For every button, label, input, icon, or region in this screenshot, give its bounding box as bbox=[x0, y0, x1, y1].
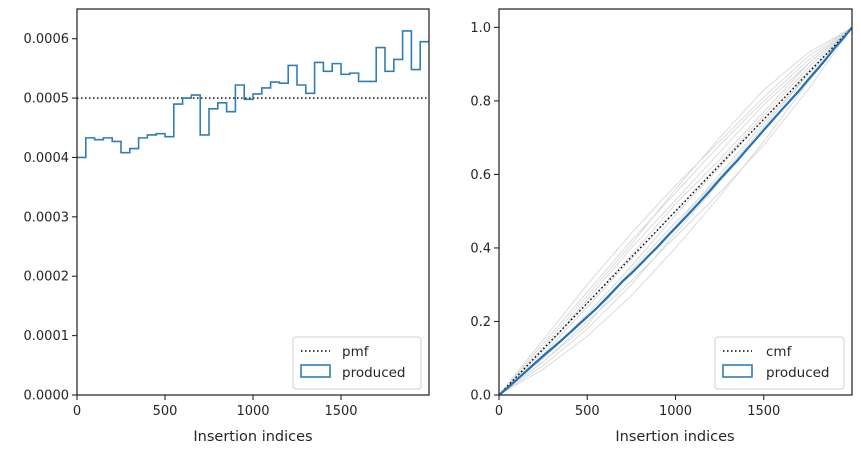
y-tick-label: 0.0 bbox=[470, 389, 491, 404]
pmf-chart: 0 500 1000 1500 0.0000 0.0001 0.0002 0.0003 0.00… bbox=[24, 8, 430, 445]
y-tick-label: 0.8 bbox=[470, 94, 491, 109]
cmf-reference-line bbox=[498, 26, 853, 396]
x-tick-label: 500 bbox=[153, 404, 178, 419]
right-legend-produced-swatch bbox=[722, 364, 753, 378]
y-tick-label: 0.0000 bbox=[24, 389, 70, 404]
left-plot-frame bbox=[76, 8, 430, 396]
x-tick-label: 0 bbox=[495, 404, 503, 419]
left-legend: pmf produced bbox=[292, 336, 422, 390]
y-tick-label: 0.0003 bbox=[24, 210, 70, 225]
left-ticks: 0 500 1000 1500 0.0000 0.0001 0.0002 0.0003 0.00… bbox=[24, 32, 358, 419]
produced-step-line bbox=[77, 30, 429, 159]
y-tick-label: 0.6 bbox=[470, 168, 491, 183]
left-legend-produced-label: produced bbox=[342, 365, 406, 381]
right-legend: cmf produced bbox=[714, 336, 845, 390]
y-tick-label: 1.0 bbox=[470, 21, 491, 36]
y-tick-label: 0.0001 bbox=[24, 329, 70, 344]
background-curve bbox=[498, 27, 853, 396]
background-curve bbox=[498, 27, 853, 396]
background-curve bbox=[498, 27, 853, 396]
right-x-axis-label: Insertion indices bbox=[615, 429, 734, 445]
background-curve bbox=[498, 27, 853, 396]
y-tick-label: 0.0005 bbox=[24, 92, 70, 107]
left-legend-produced-swatch bbox=[300, 364, 331, 378]
x-tick-label: 500 bbox=[575, 404, 600, 419]
x-tick-label: 1500 bbox=[324, 404, 357, 419]
y-tick-label: 0.0004 bbox=[24, 151, 70, 166]
x-tick-label: 1000 bbox=[236, 404, 269, 419]
left-legend-pmf-label: pmf bbox=[342, 344, 370, 360]
background-curve bbox=[498, 27, 853, 396]
x-tick-label: 1500 bbox=[747, 404, 780, 419]
right-plot-frame bbox=[498, 8, 853, 396]
cmf-chart: 0 500 1000 1500 0.0 0.2 0.4 0.6 0.8 1.0 Insertion… bbox=[470, 8, 853, 445]
right-legend-produced-label: produced bbox=[766, 365, 830, 381]
right-ticks: 0 500 1000 1500 0.0 0.2 0.4 0.6 0.8 1.0 bbox=[470, 21, 780, 419]
y-tick-label: 0.0002 bbox=[24, 270, 70, 285]
left-legend-box bbox=[292, 336, 422, 390]
background-curve bbox=[498, 26, 853, 396]
y-tick-label: 0.0006 bbox=[24, 32, 70, 47]
x-tick-label: 0 bbox=[73, 404, 81, 419]
background-curve bbox=[498, 27, 853, 396]
background-curve bbox=[498, 27, 853, 396]
right-legend-cmf-label: cmf bbox=[766, 344, 793, 360]
produced-cumulative-line bbox=[498, 26, 853, 396]
right-legend-box bbox=[714, 336, 845, 390]
y-tick-label: 0.2 bbox=[470, 315, 491, 330]
left-x-axis-label: Insertion indices bbox=[193, 429, 312, 445]
y-tick-label: 0.4 bbox=[470, 241, 491, 256]
x-tick-label: 1000 bbox=[659, 404, 692, 419]
left-plot-area bbox=[77, 9, 429, 395]
